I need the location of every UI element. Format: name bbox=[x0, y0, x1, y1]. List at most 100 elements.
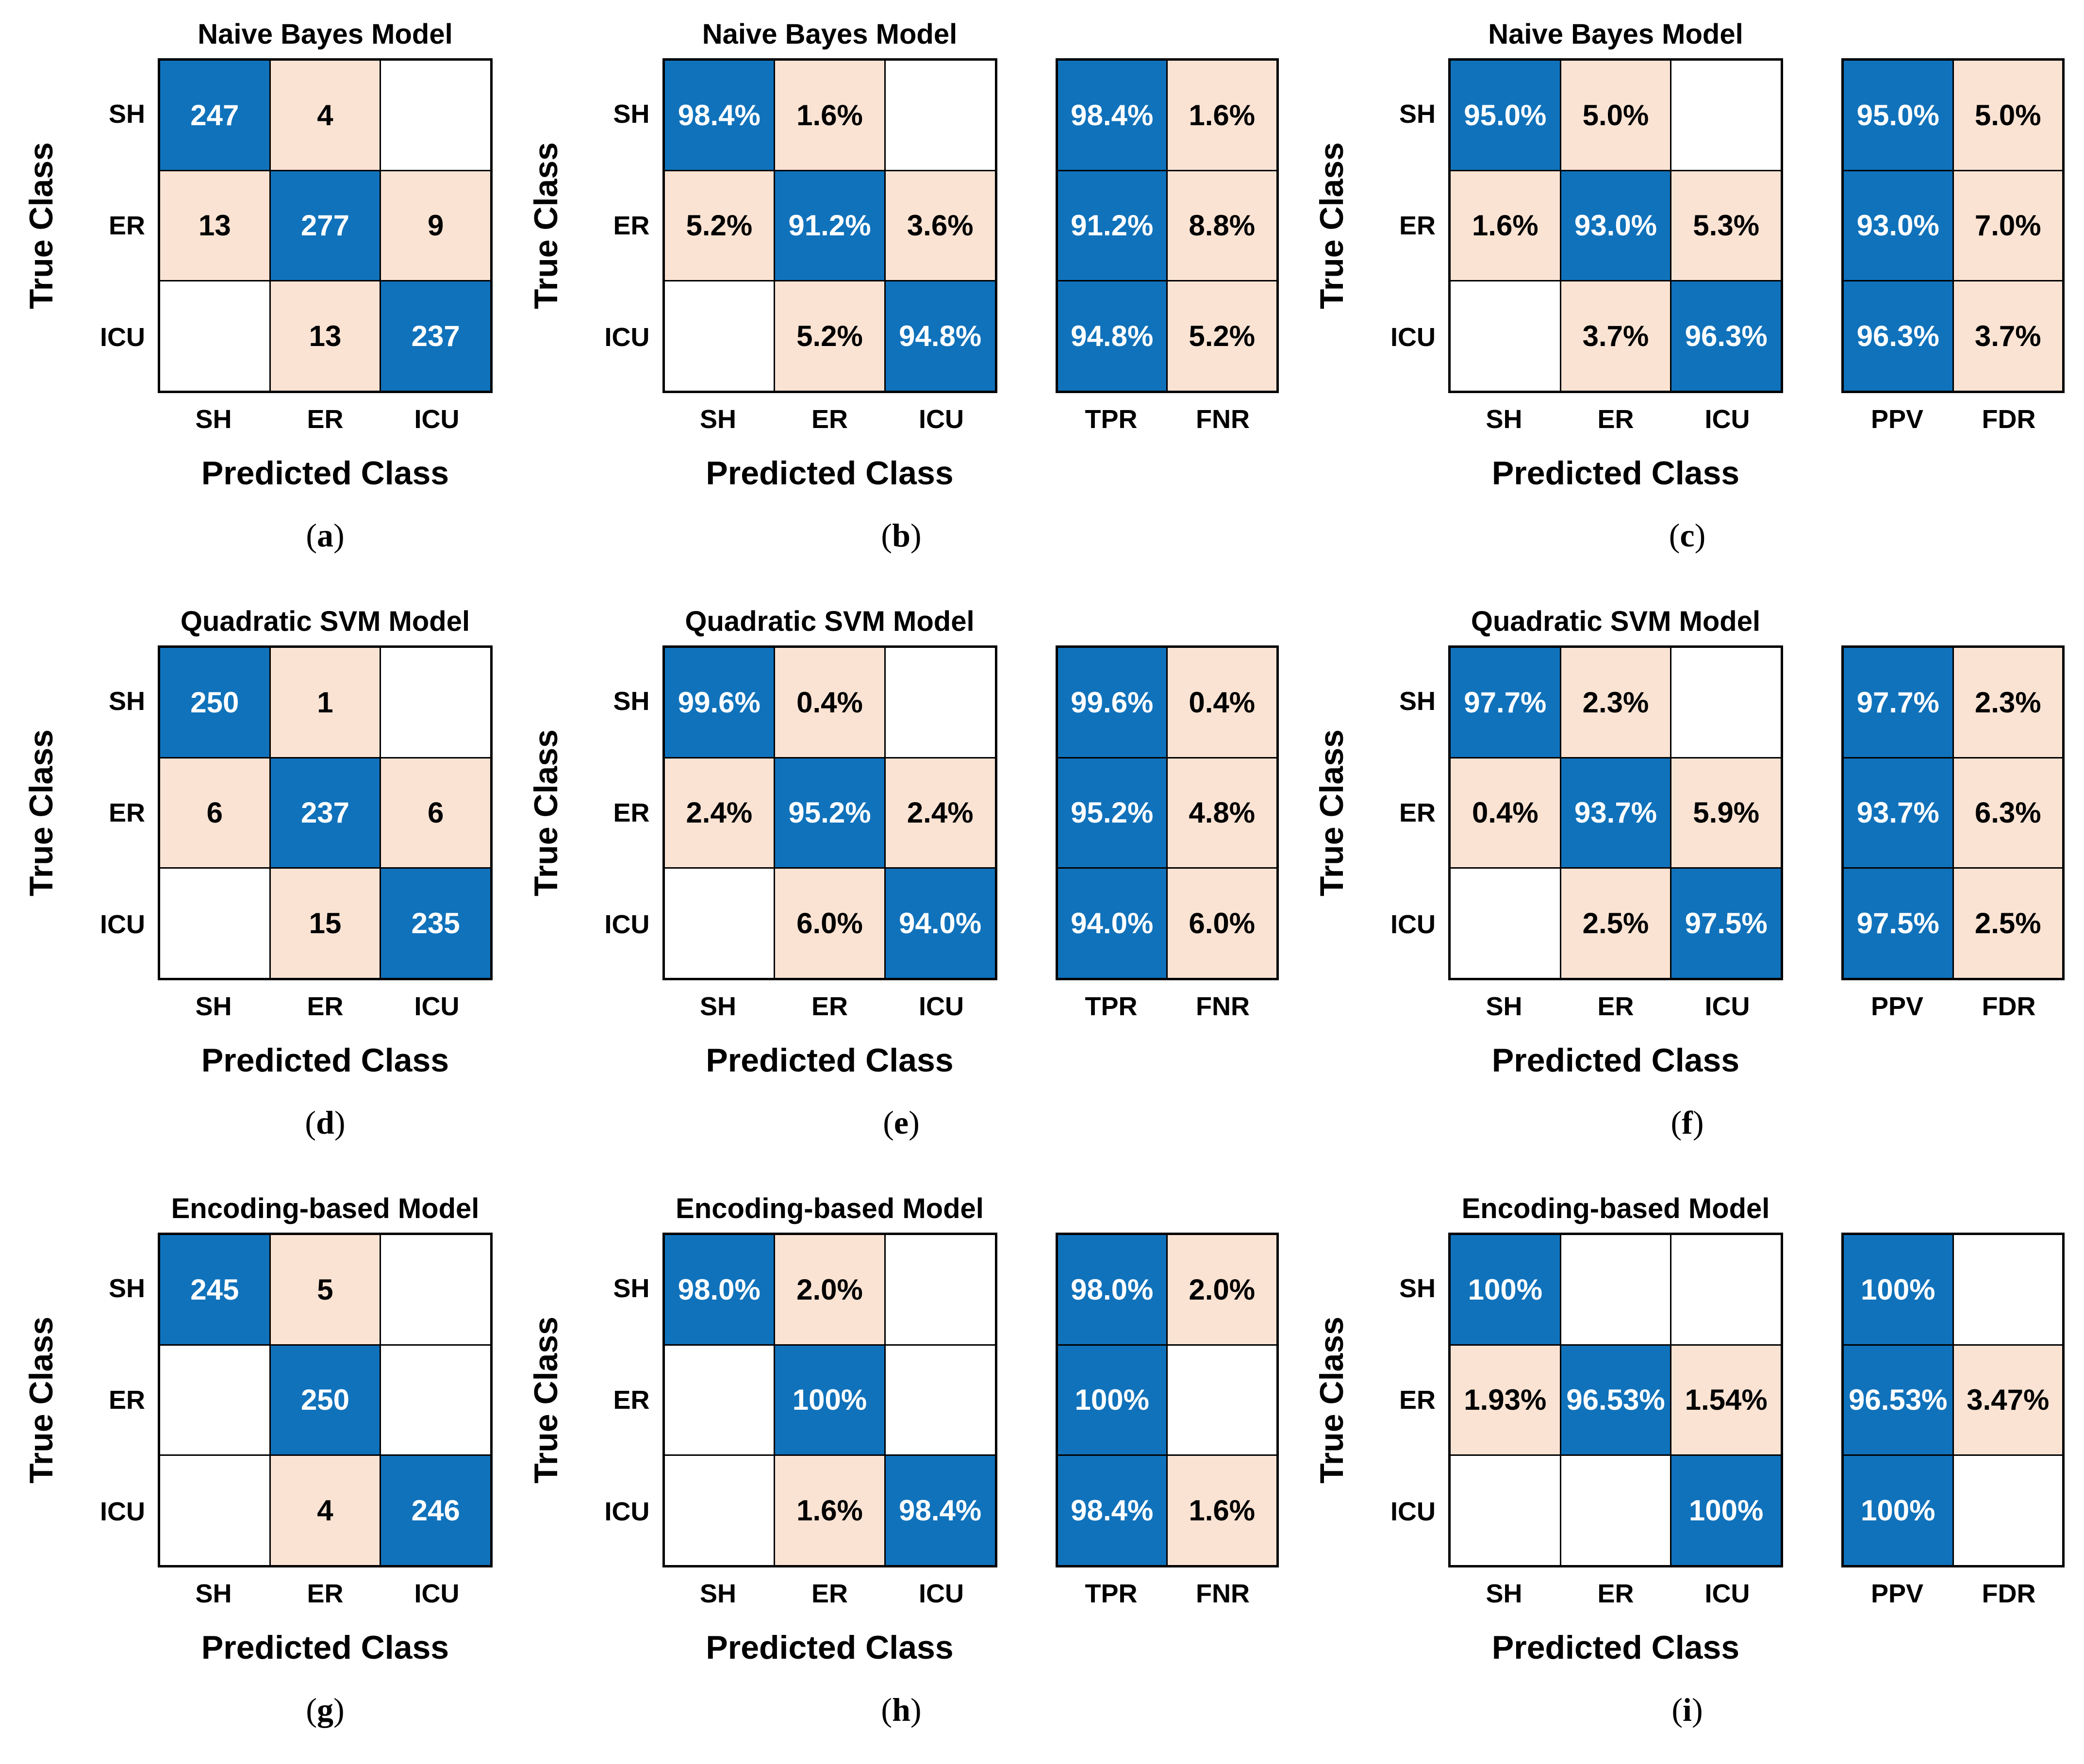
summary-cell-r0c1: 2.3% bbox=[1953, 648, 2062, 757]
row-label-sh: SH bbox=[108, 687, 145, 716]
summary-cell-r2c1: 3.7% bbox=[1953, 281, 2062, 391]
summary-col-label-fnr: FNR bbox=[1196, 991, 1250, 1021]
matrix-cell-r1c2 bbox=[381, 1345, 490, 1455]
matrix-cell-r2c1: 13 bbox=[270, 281, 380, 391]
panel-title: Quadratic SVM Model bbox=[180, 606, 470, 637]
matrix-cell-r2c1: 15 bbox=[270, 869, 380, 978]
col-label-er: ER bbox=[811, 991, 848, 1021]
confusion-matrix-grid: 247 4 13 277 9 13 237 bbox=[158, 58, 493, 393]
true-class-axis-label: True Class bbox=[527, 1317, 564, 1484]
predicted-class-axis-label: Predicted Class bbox=[201, 454, 449, 492]
col-label-sh: SH bbox=[195, 1579, 232, 1608]
matrix-cell-r1c0 bbox=[664, 1345, 774, 1455]
row-label-er: ER bbox=[1399, 1385, 1436, 1415]
matrix-cell-r2c0 bbox=[1451, 1456, 1560, 1565]
row-label-er: ER bbox=[1399, 798, 1436, 827]
col-labels: SH ER ICU bbox=[158, 393, 493, 439]
true-class-axis-label: True Class bbox=[23, 729, 60, 896]
matrix-cell-r1c2: 9 bbox=[381, 171, 490, 280]
col-label-icu: ICU bbox=[1704, 1579, 1750, 1608]
summary-cell-r1c1: 6.3% bbox=[1953, 758, 2062, 868]
col-labels: SH ER ICU bbox=[662, 980, 997, 1026]
confusion-matrix-grid: 250 1 6 237 6 15 235 bbox=[158, 645, 493, 980]
subfigure-caption: (e) bbox=[883, 1104, 920, 1141]
matrix-cell-r2c0 bbox=[664, 1456, 774, 1565]
col-labels: SH ER ICU bbox=[1448, 1567, 1783, 1614]
panel-c: Naive Bayes Model True Class SH ER ICU 95.0% 5… bbox=[1310, 12, 2065, 565]
col-label-icu: ICU bbox=[414, 991, 460, 1021]
predicted-class-axis-label: Predicted Class bbox=[706, 454, 954, 492]
col-label-sh: SH bbox=[195, 991, 232, 1021]
summary-col-labels: PPV FDR bbox=[1841, 1567, 2065, 1614]
matrix-cell-r0c2 bbox=[381, 648, 490, 757]
matrix-cell-r2c2: 96.3% bbox=[1671, 281, 1781, 391]
summary-cell-r2c0: 94.8% bbox=[1058, 281, 1166, 391]
col-label-sh: SH bbox=[699, 991, 736, 1021]
figure-row-3: Encoding-based Model True Class SH ER ICU 245… bbox=[19, 1187, 2065, 1740]
row-label-er: ER bbox=[1399, 211, 1436, 240]
matrix-cell-r0c1: 5 bbox=[270, 1235, 380, 1344]
subfigure-caption: (c) bbox=[1669, 517, 1706, 554]
col-label-er: ER bbox=[811, 404, 848, 434]
matrix-cell-r2c0 bbox=[160, 281, 269, 391]
matrix-cell-r2c1: 6.0% bbox=[775, 869, 884, 978]
matrix-cell-r2c2: 237 bbox=[381, 281, 490, 391]
summary-cell-r1c1: 7.0% bbox=[1953, 171, 2062, 280]
col-label-icu: ICU bbox=[919, 404, 964, 434]
col-labels: SH ER ICU bbox=[158, 1567, 493, 1614]
true-class-axis-label: True Class bbox=[1313, 729, 1350, 896]
matrix-cell-r1c1: 277 bbox=[270, 171, 380, 280]
panel-title: Quadratic SVM Model bbox=[685, 606, 975, 637]
matrix-cell-r2c1: 5.2% bbox=[775, 281, 884, 391]
panel-title: Encoding-based Model bbox=[676, 1193, 984, 1224]
matrix-cell-r0c1: 5.0% bbox=[1561, 61, 1671, 170]
col-label-sh: SH bbox=[1486, 404, 1522, 434]
row-labels: SH ER ICU bbox=[568, 645, 662, 980]
summary-cell-r0c0: 95.0% bbox=[1844, 61, 1952, 170]
matrix-cell-r1c2: 2.4% bbox=[885, 758, 995, 868]
matrix-cell-r2c2: 98.4% bbox=[885, 1456, 995, 1565]
summary-cell-r0c0: 98.0% bbox=[1058, 1235, 1166, 1344]
col-labels: SH ER ICU bbox=[1448, 393, 1783, 439]
matrix-cell-r1c0: 0.4% bbox=[1451, 758, 1560, 868]
summary-cell-r1c1 bbox=[1168, 1345, 1276, 1455]
matrix-cell-r1c1: 93.7% bbox=[1561, 758, 1671, 868]
matrix-cell-r0c0: 247 bbox=[160, 61, 269, 170]
panel-title: Quadratic SVM Model bbox=[1471, 606, 1761, 637]
matrix-cell-r0c1: 1 bbox=[270, 648, 380, 757]
confusion-matrix-grid: 245 5 250 4 246 bbox=[158, 1233, 493, 1567]
summary-cell-r0c0: 100% bbox=[1844, 1235, 1952, 1344]
row-label-sh: SH bbox=[613, 687, 650, 716]
col-label-er: ER bbox=[307, 1579, 344, 1608]
summary-cell-r1c1: 3.47% bbox=[1953, 1345, 2062, 1455]
matrix-cell-r0c2 bbox=[885, 648, 995, 757]
matrix-cell-r2c0 bbox=[1451, 869, 1560, 978]
summary-matrix-grid: 97.7% 2.3% 93.7% 6.3% 97.5% 2.5% bbox=[1841, 645, 2065, 980]
row-labels: SH ER ICU bbox=[1354, 58, 1448, 393]
matrix-cell-r2c2: 100% bbox=[1671, 1456, 1781, 1565]
true-class-axis-label: True Class bbox=[23, 1317, 60, 1484]
panel-g: Encoding-based Model True Class SH ER ICU 245… bbox=[19, 1187, 493, 1740]
row-labels: SH ER ICU bbox=[1354, 645, 1448, 980]
matrix-cell-r0c1: 2.0% bbox=[775, 1235, 884, 1344]
matrix-cell-r1c1: 237 bbox=[270, 758, 380, 868]
predicted-class-axis-label: Predicted Class bbox=[1491, 1629, 1740, 1666]
subfigure-caption: (f) bbox=[1671, 1104, 1704, 1141]
confusion-matrix-grid: 98.0% 2.0% 100% 1.6% 98.4% bbox=[662, 1233, 997, 1567]
subfigure-caption: (g) bbox=[306, 1691, 345, 1728]
matrix-cell-r1c0: 5.2% bbox=[664, 171, 774, 280]
matrix-cell-r0c0: 100% bbox=[1451, 1235, 1560, 1344]
matrix-cell-r2c1: 3.7% bbox=[1561, 281, 1671, 391]
true-class-axis-label: True Class bbox=[527, 729, 564, 896]
row-labels: SH ER ICU bbox=[63, 58, 158, 393]
row-label-sh: SH bbox=[1399, 1274, 1436, 1303]
summary-cell-r2c0: 96.3% bbox=[1844, 281, 1952, 391]
subfigure-caption: (b) bbox=[881, 517, 922, 554]
true-class-axis-label: True Class bbox=[1313, 1317, 1350, 1484]
col-label-er: ER bbox=[1597, 1579, 1634, 1608]
summary-cell-r1c0: 96.53% bbox=[1844, 1345, 1952, 1455]
col-label-icu: ICU bbox=[1704, 404, 1750, 434]
row-label-sh: SH bbox=[1399, 99, 1436, 129]
confusion-matrix-grid: 95.0% 5.0% 1.6% 93.0% 5.3% 3.7% 96.3% bbox=[1448, 58, 1783, 393]
row-label-icu: ICU bbox=[100, 910, 145, 939]
